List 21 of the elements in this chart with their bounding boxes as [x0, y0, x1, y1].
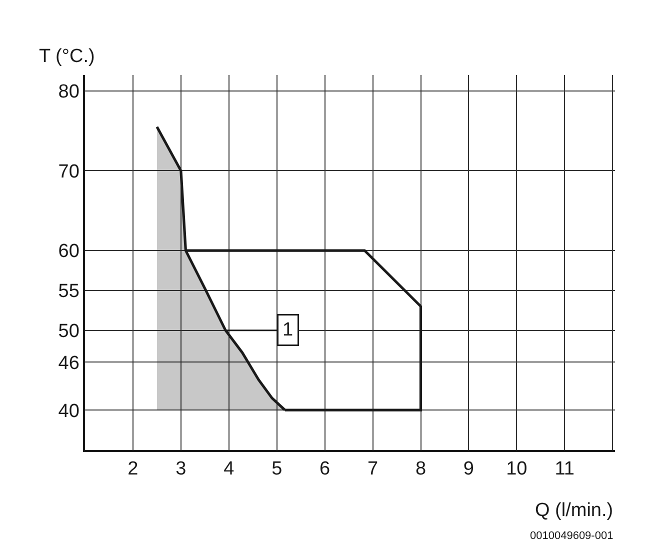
x-tick-label: 10	[506, 458, 528, 480]
text: 0010049609-001	[530, 530, 614, 542]
y-axis-title: T (°C.)	[39, 46, 95, 67]
y-tick-label: 46	[58, 352, 80, 374]
y-tick-label: 50	[58, 320, 80, 342]
y-tick-label: 40	[58, 400, 80, 422]
x-axis-title: Q (l/min.)	[535, 500, 614, 521]
y-tick-label: 60	[58, 241, 80, 262]
y-tick-label: 55	[58, 281, 80, 302]
x-tick-label: 6	[320, 458, 330, 480]
y-tick-label: 80	[58, 82, 80, 103]
x-tick-label: 4	[224, 458, 235, 480]
x-tick-label: 5	[272, 458, 282, 480]
x-tick-label: 9	[463, 458, 474, 480]
x-tick-label: 8	[415, 458, 426, 480]
x-tick-label: 11	[554, 458, 575, 480]
annotation: 1	[282, 320, 294, 340]
x-tick-label: 7	[367, 458, 378, 480]
x-tick-label: 3	[176, 458, 186, 480]
x-tick-label: 2	[128, 458, 138, 480]
y-tick-label: 70	[58, 161, 80, 182]
